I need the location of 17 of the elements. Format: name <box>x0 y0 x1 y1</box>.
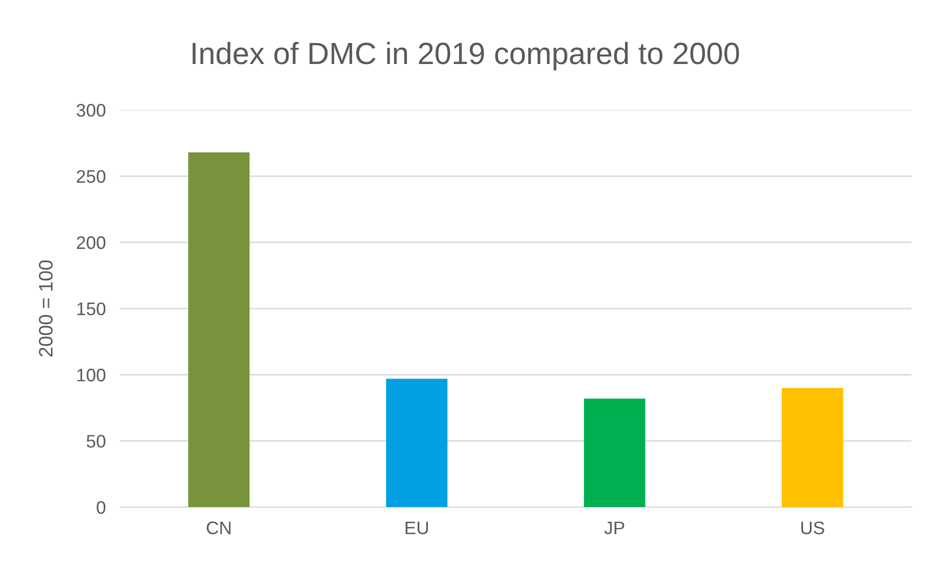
y-tick-label: 200 <box>76 236 106 250</box>
bar <box>386 378 448 508</box>
x-tick-label: JP <box>604 522 624 534</box>
bar <box>188 152 250 508</box>
x-tick-label: EU <box>406 522 428 534</box>
y-tick-label: 300 <box>76 104 106 117</box>
y-tick-label: 0 <box>96 501 106 514</box>
y-tick-label: 50 <box>86 434 106 448</box>
x-tick-label: CN <box>206 522 230 534</box>
bar <box>782 388 844 508</box>
y-tick-label: 100 <box>77 368 106 382</box>
y-axis-title: 2000 = 100 <box>38 260 53 356</box>
y-tick-label: 150 <box>77 302 106 316</box>
chart-title: Index of DMC in 2019 compared to 2000 <box>192 42 739 70</box>
x-tick-label: US <box>801 522 824 534</box>
bar <box>584 398 646 508</box>
y-tick-label: 250 <box>76 170 106 183</box>
